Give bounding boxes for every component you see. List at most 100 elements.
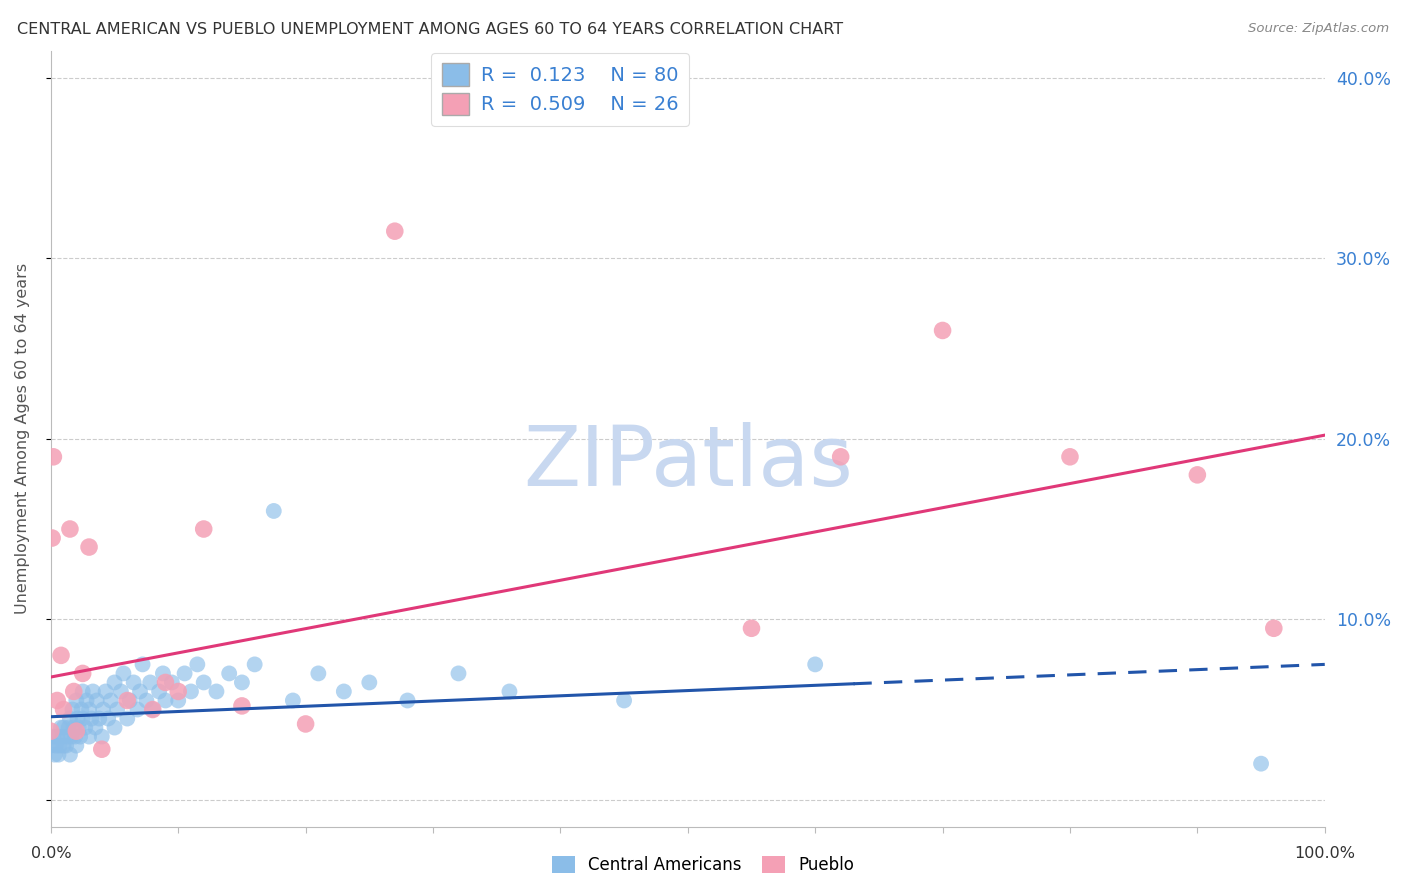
Point — [45, 739, 67, 753]
Point — [42, 730, 65, 744]
Text: CENTRAL AMERICAN VS PUEBLO UNEMPLOYMENT AMONG AGES 60 TO 64 YEARS CORRELATION CH: CENTRAL AMERICAN VS PUEBLO UNEMPLOYMENT … — [17, 22, 844, 37]
Point — [91, 702, 114, 716]
Point — [52, 702, 75, 716]
Y-axis label: Unemployment Among Ages 60 to 64 years: Unemployment Among Ages 60 to 64 years — [15, 263, 30, 615]
Point — [39, 739, 62, 753]
Point — [77, 730, 100, 744]
Point — [103, 675, 125, 690]
Point — [49, 648, 72, 663]
Point — [142, 702, 165, 716]
Point — [52, 739, 75, 753]
Point — [193, 675, 215, 690]
Point — [80, 712, 103, 726]
Point — [135, 693, 157, 707]
Point — [173, 666, 195, 681]
Point — [46, 730, 69, 744]
Point — [105, 702, 128, 716]
Point — [231, 675, 253, 690]
Point — [384, 224, 406, 238]
Point — [86, 693, 108, 707]
Point — [931, 323, 953, 337]
Text: ZIPatlas: ZIPatlas — [523, 422, 852, 502]
Point — [76, 693, 98, 707]
Point — [307, 666, 329, 681]
Point — [89, 712, 111, 726]
Point — [167, 693, 190, 707]
Point — [69, 730, 91, 744]
Point — [52, 721, 75, 735]
Point — [1250, 756, 1272, 771]
Point — [82, 684, 104, 698]
Legend: Central Americans, Pueblo: Central Americans, Pueblo — [547, 851, 859, 880]
Point — [90, 730, 112, 744]
Point — [129, 684, 152, 698]
Point — [804, 657, 827, 672]
Point — [740, 621, 762, 635]
Point — [131, 657, 153, 672]
Legend: R =  0.123    N = 80, R =  0.509    N = 26: R = 0.123 N = 80, R = 0.509 N = 26 — [432, 53, 689, 126]
Point — [1187, 467, 1209, 482]
Point — [243, 657, 266, 672]
Point — [41, 531, 63, 545]
Point — [218, 666, 240, 681]
Point — [100, 693, 122, 707]
Point — [65, 739, 87, 753]
Point — [193, 522, 215, 536]
Point — [60, 730, 83, 744]
Point — [447, 666, 470, 681]
Point — [44, 747, 66, 762]
Point — [1263, 621, 1285, 635]
Point — [58, 721, 80, 735]
Point — [167, 684, 190, 698]
Point — [59, 747, 82, 762]
Point — [65, 693, 87, 707]
Point — [42, 450, 65, 464]
Point — [63, 730, 86, 744]
Point — [90, 742, 112, 756]
Point — [205, 684, 228, 698]
Point — [613, 693, 636, 707]
Point — [77, 540, 100, 554]
Point — [84, 721, 107, 735]
Point — [294, 717, 316, 731]
Point — [155, 693, 177, 707]
Point — [103, 721, 125, 735]
Point — [59, 712, 82, 726]
Point — [281, 693, 304, 707]
Point — [155, 675, 177, 690]
Point — [62, 702, 84, 716]
Point — [70, 702, 93, 716]
Point — [59, 522, 82, 536]
Point — [186, 657, 208, 672]
Text: 0.0%: 0.0% — [31, 847, 72, 861]
Point — [110, 684, 132, 698]
Point — [148, 684, 170, 698]
Point — [333, 684, 356, 698]
Point — [48, 747, 70, 762]
Point — [263, 504, 285, 518]
Point — [46, 693, 69, 707]
Point — [65, 724, 87, 739]
Point — [127, 702, 149, 716]
Point — [152, 666, 174, 681]
Point — [142, 702, 165, 716]
Point — [118, 693, 141, 707]
Point — [830, 450, 852, 464]
Point — [396, 693, 419, 707]
Point — [67, 721, 90, 735]
Point — [498, 684, 520, 698]
Point — [49, 721, 72, 735]
Point — [72, 712, 94, 726]
Point — [94, 684, 117, 698]
Point — [39, 724, 62, 739]
Point — [97, 712, 120, 726]
Text: 100.0%: 100.0% — [1295, 847, 1355, 861]
Point — [359, 675, 381, 690]
Point — [72, 666, 94, 681]
Point — [55, 739, 77, 753]
Point — [51, 730, 73, 744]
Point — [72, 684, 94, 698]
Point — [160, 675, 183, 690]
Text: Source: ZipAtlas.com: Source: ZipAtlas.com — [1249, 22, 1389, 36]
Point — [139, 675, 162, 690]
